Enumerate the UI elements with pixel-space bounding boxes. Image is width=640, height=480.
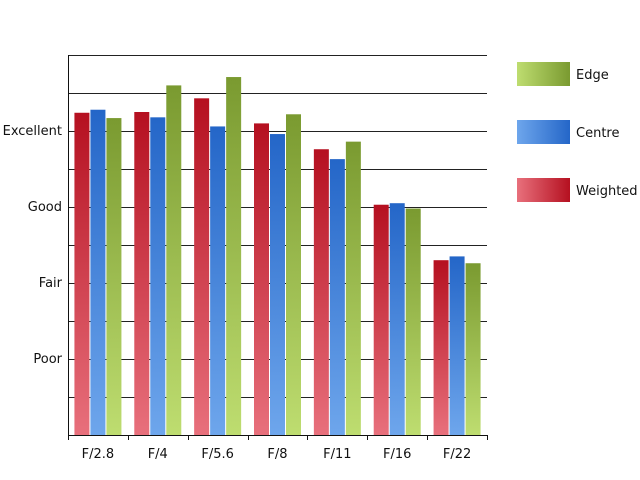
legend-label-centre: Centre	[576, 126, 619, 141]
x-tick-labels: F/2.8 F/4 F/5.6 F/8 F/11 F/16 F/22	[82, 447, 472, 462]
bar-centre-f-2-8	[90, 109, 106, 435]
bar-edge-f-22	[465, 263, 481, 435]
y-tick-label-fair: Fair	[39, 276, 63, 291]
bar-centre-f-5-6	[210, 126, 226, 435]
x-tick-label-f-2-8: F/2.8	[82, 447, 115, 462]
bar-centre-f-4	[150, 117, 166, 435]
legend-label-edge: Edge	[576, 68, 609, 83]
bar-weighted-f-22	[433, 260, 449, 435]
legend: Edge Centre Weighted	[517, 62, 638, 202]
bar-edge-f-8	[286, 114, 301, 435]
bar-edge-f-4	[166, 85, 182, 436]
bar-centre-f-8	[270, 134, 285, 436]
legend-swatch-edge	[517, 62, 570, 86]
y-tick-label-excellent: Excellent	[3, 124, 62, 139]
bar-edge-f-2-8	[106, 118, 122, 435]
bar-weighted-f-8	[254, 123, 269, 436]
axes	[68, 55, 488, 440]
bar-weighted-f-4	[134, 112, 150, 435]
x-tick-label-f-11: F/11	[323, 447, 351, 462]
x-tick-label-f-8: F/8	[267, 447, 287, 462]
x-tick-label-f-22: F/22	[443, 447, 471, 462]
bar-weighted-f-11	[313, 149, 329, 436]
bar-centre-f-16	[389, 203, 405, 435]
bar-centre-f-22	[449, 256, 465, 435]
bar-centre-f-11	[329, 159, 345, 435]
legend-swatch-centre	[517, 120, 570, 144]
bar-weighted-f-16	[373, 204, 389, 435]
x-tick-label-f-5-6: F/5.6	[201, 447, 234, 462]
bar-weighted-f-2-8	[74, 112, 90, 435]
bar-weighted-f-5-6	[194, 98, 210, 435]
legend-swatch-weighted	[517, 178, 570, 202]
bar-edge-f-16	[405, 208, 421, 435]
y-tick-labels: Poor Fair Good Excellent	[3, 124, 63, 367]
x-tick-label-f-4: F/4	[148, 447, 168, 462]
bar-edge-f-11	[345, 141, 361, 435]
x-tick-label-f-16: F/16	[383, 447, 411, 462]
bars	[74, 77, 481, 436]
bar-edge-f-5-6	[226, 77, 242, 435]
legend-label-weighted: Weighted	[576, 184, 638, 199]
y-tick-label-good: Good	[28, 200, 62, 215]
y-tick-label-poor: Poor	[33, 352, 62, 367]
